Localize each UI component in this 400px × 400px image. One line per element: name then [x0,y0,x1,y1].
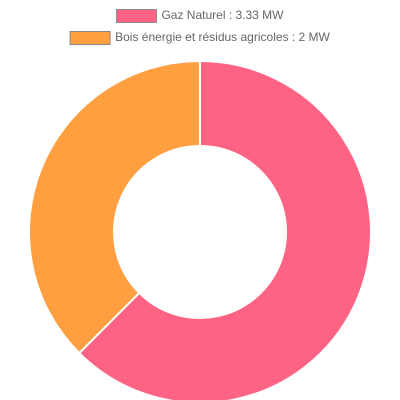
legend-swatch[interactable] [115,9,157,23]
doughnut-slice[interactable] [28,59,201,355]
legend-label[interactable]: Bois énergie et résidus agricoles : 2 MW [115,30,330,44]
doughnut-slice[interactable] [77,59,372,400]
legend-swatch[interactable] [69,31,111,45]
legend-label[interactable]: Gaz Naturel : 3.33 MW [161,8,284,22]
